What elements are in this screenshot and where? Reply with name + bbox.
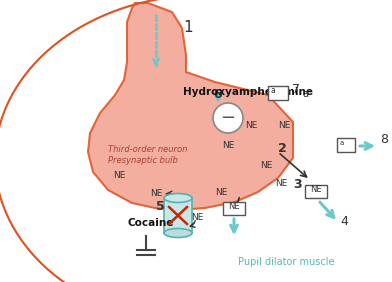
Ellipse shape bbox=[164, 193, 192, 202]
Bar bbox=[268, 86, 288, 100]
Text: −: − bbox=[220, 109, 236, 127]
Text: NE: NE bbox=[150, 189, 162, 198]
Text: NE: NE bbox=[260, 161, 272, 170]
Text: a: a bbox=[302, 89, 308, 99]
Text: Cocaine: Cocaine bbox=[128, 218, 174, 228]
Text: Presynaptic bulb: Presynaptic bulb bbox=[108, 156, 178, 165]
Bar bbox=[305, 185, 327, 198]
Text: NE: NE bbox=[275, 179, 287, 188]
Text: Third-order neuron: Third-order neuron bbox=[108, 145, 187, 154]
Text: NE: NE bbox=[245, 121, 258, 130]
Text: a: a bbox=[271, 86, 276, 95]
Text: NE: NE bbox=[222, 141, 234, 150]
Text: NE: NE bbox=[278, 121, 290, 130]
Bar bbox=[337, 138, 355, 152]
Text: 8: 8 bbox=[380, 133, 388, 146]
Text: NE: NE bbox=[228, 202, 240, 211]
Text: 3: 3 bbox=[293, 178, 301, 191]
Text: NE: NE bbox=[191, 213, 203, 222]
Bar bbox=[223, 202, 245, 215]
Ellipse shape bbox=[164, 228, 192, 237]
FancyArrowPatch shape bbox=[190, 221, 195, 227]
Bar bbox=[164, 198, 192, 233]
Polygon shape bbox=[88, 3, 293, 210]
Text: a: a bbox=[340, 140, 344, 146]
Text: 6: 6 bbox=[213, 88, 221, 101]
Text: NE: NE bbox=[215, 188, 227, 197]
Text: 5: 5 bbox=[156, 200, 165, 213]
Text: NE: NE bbox=[113, 171, 125, 180]
Text: Pupil dilator muscle: Pupil dilator muscle bbox=[238, 257, 334, 267]
Circle shape bbox=[213, 103, 243, 133]
Text: Hydroxyamphetamine: Hydroxyamphetamine bbox=[183, 87, 313, 97]
Text: 4: 4 bbox=[340, 215, 348, 228]
Text: 2: 2 bbox=[278, 142, 287, 155]
Text: 1: 1 bbox=[183, 20, 192, 35]
Text: NE: NE bbox=[310, 185, 322, 194]
Text: 7: 7 bbox=[292, 83, 300, 96]
